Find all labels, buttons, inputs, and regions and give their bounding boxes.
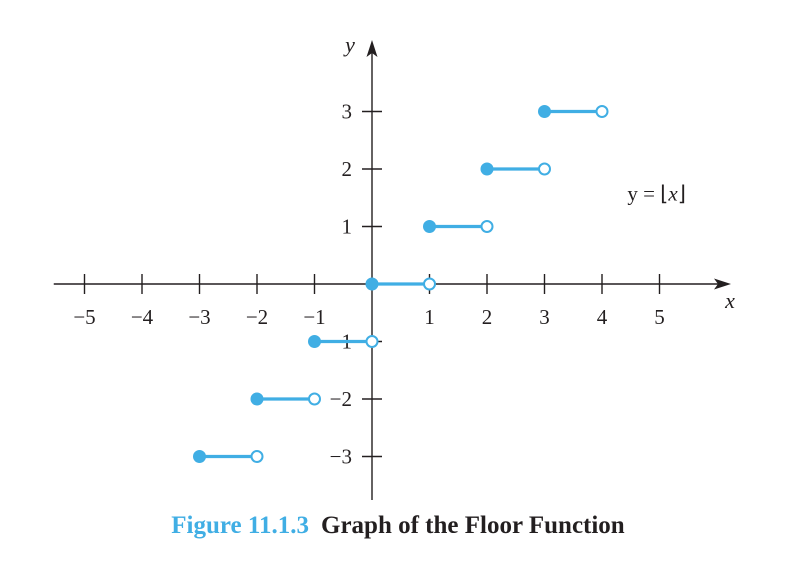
open-endpoint bbox=[308, 392, 321, 406]
figure-title: Graph of the Floor Function bbox=[321, 512, 625, 539]
open-endpoint bbox=[538, 162, 551, 176]
x-axis-label: x bbox=[724, 288, 735, 313]
x-tick-label: 2 bbox=[482, 305, 493, 329]
closed-endpoint bbox=[423, 220, 436, 233]
x-tick-label: −4 bbox=[131, 305, 154, 329]
y-tick-label: 1 bbox=[342, 215, 353, 239]
closed-endpoint bbox=[193, 450, 206, 463]
figure-caption: Figure 11.1.3 Graph of the Floor Function bbox=[0, 512, 796, 540]
y-tick-label: −2 bbox=[330, 387, 352, 411]
function-label-variable: x bbox=[667, 182, 678, 206]
closed-endpoint bbox=[365, 277, 379, 291]
x-tick-label: 5 bbox=[654, 305, 665, 329]
x-tick-label: −2 bbox=[246, 305, 268, 329]
x-tick-label: 1 bbox=[424, 305, 435, 329]
function-label-prefix: y = ⌊ bbox=[627, 182, 668, 206]
y-axis-arrow bbox=[366, 40, 378, 57]
closed-endpoint bbox=[250, 392, 264, 406]
y-tick-label: −3 bbox=[330, 445, 352, 469]
open-endpoint bbox=[595, 105, 609, 118]
y-tick-label: 2 bbox=[342, 157, 353, 181]
open-endpoint bbox=[423, 277, 436, 291]
x-axis-arrow bbox=[714, 278, 731, 290]
function-label-suffix: ⌋ bbox=[678, 182, 686, 206]
figure-number: Figure 11.1.3 bbox=[171, 512, 309, 539]
closed-endpoint bbox=[480, 162, 494, 176]
x-tick-label: 3 bbox=[539, 305, 550, 329]
y-tick-label: 3 bbox=[342, 100, 353, 124]
closed-endpoint bbox=[538, 105, 551, 118]
x-tick-label: −1 bbox=[303, 305, 325, 329]
x-tick-label: −3 bbox=[188, 305, 210, 329]
x-tick-label: 4 bbox=[597, 305, 608, 329]
x-tick-label: −5 bbox=[73, 305, 95, 329]
open-endpoint bbox=[250, 450, 264, 463]
open-endpoint bbox=[480, 220, 494, 233]
function-label: y = ⌊x⌋ bbox=[627, 182, 686, 206]
open-endpoint bbox=[365, 335, 379, 348]
closed-endpoint bbox=[308, 335, 321, 348]
y-axis-label: y bbox=[343, 32, 355, 57]
floor-series bbox=[193, 105, 609, 463]
